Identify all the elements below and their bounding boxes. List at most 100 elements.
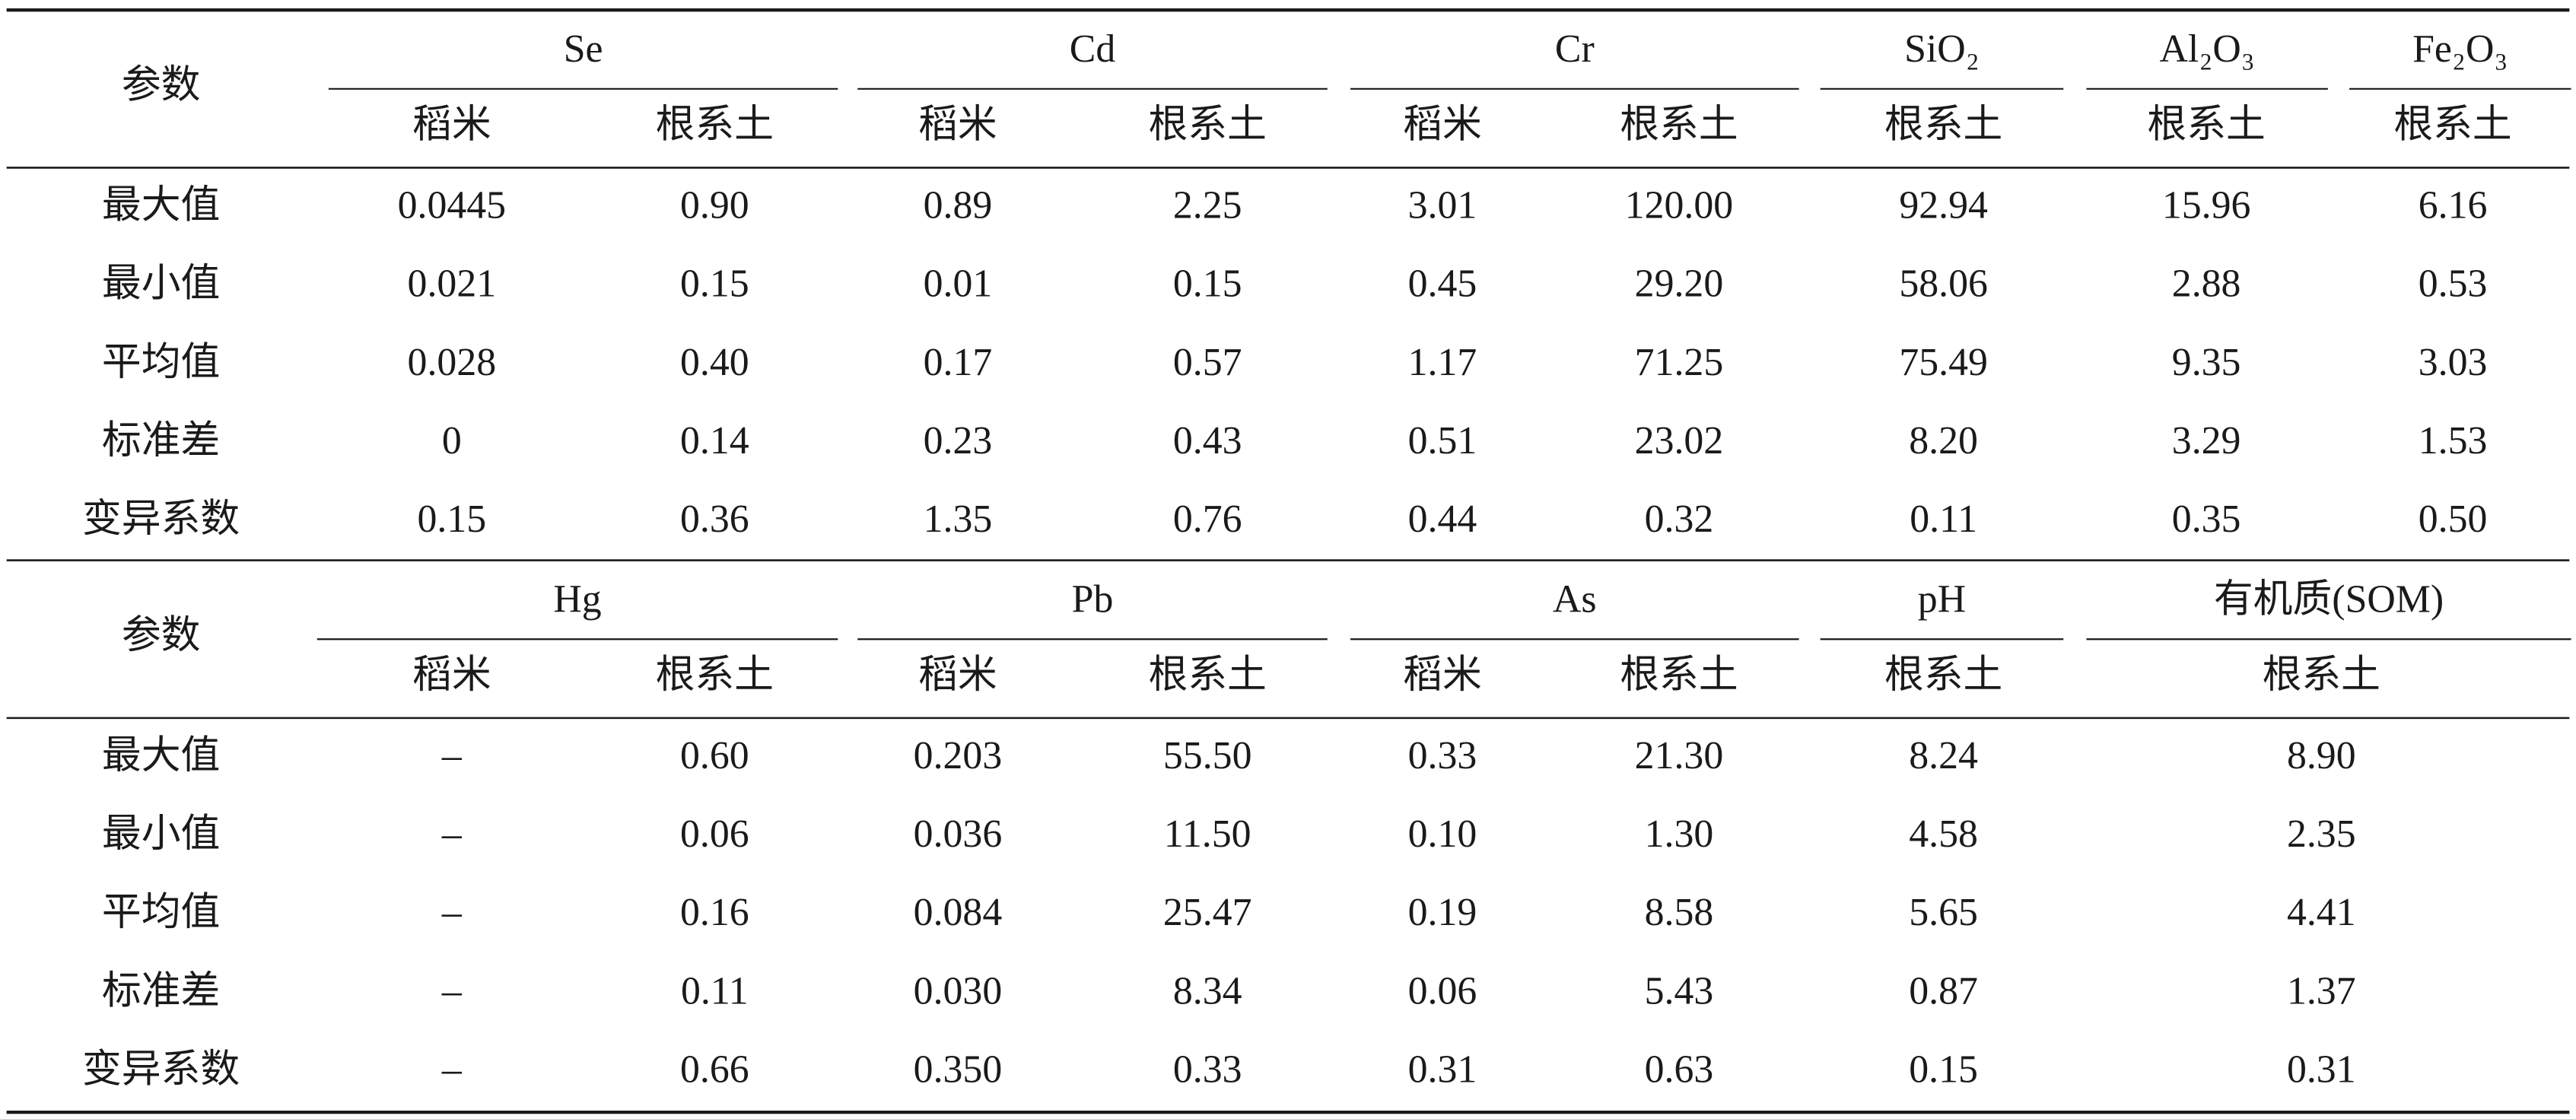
- cell: 0.53: [2419, 262, 2488, 306]
- cell: 0.06: [680, 812, 749, 856]
- cell: –: [441, 969, 463, 1013]
- cell: 8.90: [2287, 734, 2356, 777]
- cell: –: [441, 1048, 463, 1092]
- sub-header: 稻米: [412, 103, 491, 147]
- param-header: 参数: [122, 64, 201, 107]
- row-label: 最小值: [102, 812, 220, 856]
- cell: 0.33: [1173, 1048, 1242, 1092]
- cell: 0.23: [924, 419, 993, 463]
- cell: 120.00: [1625, 183, 1733, 227]
- cell: 92.94: [1899, 183, 1988, 227]
- cell: 0.87: [1909, 969, 1978, 1013]
- cell: 0.32: [1645, 498, 1714, 541]
- cell: 0.44: [1408, 498, 1477, 541]
- cell: 1.53: [2419, 419, 2488, 463]
- cell: 0.33: [1408, 734, 1477, 777]
- cell: 0.14: [680, 419, 749, 463]
- cell: 0.028: [408, 341, 497, 384]
- cell: 11.50: [1164, 812, 1251, 856]
- cell: 0.57: [1173, 341, 1242, 384]
- cell: 29.20: [1635, 262, 1724, 306]
- cell: –: [441, 734, 463, 777]
- cell: 4.41: [2287, 891, 2356, 934]
- row-label: 最大值: [102, 734, 220, 777]
- sub-header: 根系土: [1884, 653, 2002, 697]
- cell: 1.30: [1645, 812, 1714, 856]
- cell: 1.37: [2287, 969, 2356, 1013]
- cell: 71.25: [1635, 341, 1724, 384]
- sub-header: 根系土: [2147, 103, 2265, 147]
- cell: 0.0445: [398, 183, 506, 227]
- cell: –: [441, 812, 463, 856]
- sub-header: 稻米: [918, 103, 997, 147]
- cell: 3.01: [1408, 183, 1477, 227]
- cell: 0.40: [680, 341, 749, 384]
- param-header: 参数: [122, 614, 201, 657]
- cell: 5.43: [1645, 969, 1714, 1013]
- cell: 15.96: [2162, 183, 2251, 227]
- cell: 0.11: [1910, 498, 1977, 541]
- cell: 0.50: [2419, 498, 2488, 541]
- cell: 21.30: [1635, 734, 1724, 777]
- group-header: Al₂O₃: [2160, 27, 2255, 71]
- cell: 0.021: [408, 262, 497, 306]
- sub-header: 根系土: [656, 103, 774, 147]
- cell: 0.06: [1408, 969, 1477, 1013]
- cell: 0.76: [1173, 498, 1242, 541]
- sub-header: 根系土: [1148, 103, 1266, 147]
- cell: 0.01: [924, 262, 993, 306]
- cell: 6.16: [2419, 183, 2488, 227]
- cell: 0.030: [914, 969, 1003, 1013]
- sub-header: 稻米: [1403, 653, 1482, 697]
- sub-header: 稻米: [412, 653, 491, 697]
- cell: 8.34: [1173, 969, 1242, 1013]
- row-label: 最小值: [102, 262, 220, 306]
- sub-header: 根系土: [1148, 653, 1266, 697]
- sub-header: 稻米: [1403, 103, 1482, 147]
- cell: 0.89: [924, 183, 993, 227]
- cell: 0: [442, 419, 462, 463]
- sub-header: 根系土: [656, 653, 774, 697]
- cell: 8.20: [1909, 419, 1978, 463]
- group-header: Cd: [1070, 27, 1116, 71]
- cell: 0.11: [681, 969, 749, 1013]
- cell: 0.350: [914, 1048, 1003, 1092]
- sub-header: 根系土: [1620, 653, 1738, 697]
- cell: 0.10: [1408, 812, 1477, 856]
- cell: 0.16: [680, 891, 749, 934]
- cell: 0.19: [1408, 891, 1477, 934]
- group-header: Hg: [553, 578, 601, 621]
- row-label: 变异系数: [82, 1048, 240, 1092]
- cell: 0.036: [914, 812, 1003, 856]
- row-label: 标准差: [102, 969, 220, 1013]
- row-label: 标准差: [102, 419, 220, 463]
- cell: 0.15: [1909, 1048, 1978, 1092]
- group-header: SiO₂: [1904, 27, 1980, 71]
- cell: 9.35: [2172, 341, 2241, 384]
- cell: 0.084: [914, 891, 1003, 934]
- group-header: pH: [1918, 578, 1966, 621]
- row-label: 最大值: [102, 183, 220, 227]
- cell: 1.17: [1408, 341, 1477, 384]
- group-header: Fe₂O₃: [2412, 27, 2508, 71]
- cell: 2.88: [2172, 262, 2241, 306]
- cell: 55.50: [1163, 734, 1252, 777]
- cell: 0.63: [1645, 1048, 1714, 1092]
- cell: 2.25: [1173, 183, 1242, 227]
- sub-header: 根系土: [2393, 103, 2511, 147]
- cell: 1.35: [924, 498, 993, 541]
- cell: 58.06: [1899, 262, 1988, 306]
- cell: 8.24: [1909, 734, 1978, 777]
- cell: 0.36: [680, 498, 749, 541]
- cell: 0.60: [680, 734, 749, 777]
- cell: 0.31: [2287, 1048, 2356, 1092]
- row-label: 平均值: [102, 341, 220, 384]
- row-label: 平均值: [102, 891, 220, 934]
- cell: 0.15: [1173, 262, 1242, 306]
- sub-header: 稻米: [918, 653, 997, 697]
- sub-header: 根系土: [2263, 653, 2380, 697]
- group-header: Se: [564, 27, 603, 71]
- cell: 3.29: [2172, 419, 2241, 463]
- sub-header: 根系土: [1620, 103, 1738, 147]
